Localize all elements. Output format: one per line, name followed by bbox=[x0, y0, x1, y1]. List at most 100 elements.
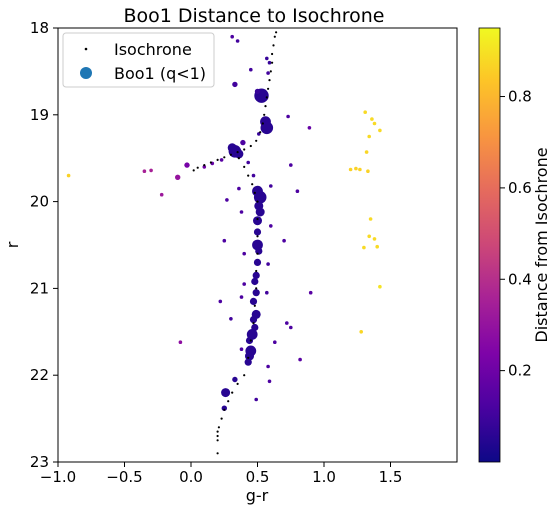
isochrone-point bbox=[249, 144, 252, 148]
isochrone-point bbox=[259, 131, 262, 134]
boo1-star-point bbox=[239, 295, 244, 299]
legend-boo1-label: Boo1 (q<1) bbox=[114, 64, 206, 83]
chart-title: Boo1 Distance to Isochrone bbox=[123, 5, 384, 27]
legend-box bbox=[62, 32, 215, 88]
isochrone-point bbox=[268, 79, 271, 82]
boo1-star-point bbox=[364, 150, 369, 154]
y-tick-label: 23 bbox=[30, 453, 49, 471]
isochrone-point bbox=[275, 31, 278, 34]
isochrone-point bbox=[217, 426, 220, 429]
isochrone-point bbox=[220, 417, 223, 420]
boo1-star-point bbox=[255, 207, 265, 217]
isochrone-point bbox=[253, 191, 256, 194]
boo1-star-point bbox=[378, 284, 382, 289]
boo1-star-point bbox=[372, 121, 377, 126]
x-tick-label: 0.5 bbox=[246, 468, 270, 486]
boo1-star-point bbox=[253, 228, 262, 236]
isochrone-point bbox=[216, 430, 219, 433]
y-tick-label: 19 bbox=[30, 106, 49, 124]
colorbar bbox=[478, 27, 501, 463]
boo1-star-point bbox=[232, 81, 238, 88]
isochrone-point bbox=[255, 139, 258, 142]
colorbar-ticks: 0.2 0.4 0.6 0.8 bbox=[500, 88, 532, 380]
boo1-star-point bbox=[202, 165, 207, 169]
boo1-star-point bbox=[298, 357, 302, 362]
isochrone-point bbox=[272, 44, 275, 47]
boo1-star-point bbox=[142, 169, 147, 173]
boo1-star-point bbox=[289, 163, 293, 167]
boo1-star-point bbox=[269, 184, 273, 188]
isochrone-point bbox=[196, 166, 199, 169]
x-tick-label: 0.0 bbox=[179, 468, 203, 486]
boo1-star-point bbox=[249, 316, 258, 324]
isochrone-point bbox=[253, 304, 256, 307]
y-axis-label: r bbox=[3, 241, 22, 248]
boo1-star-point bbox=[252, 185, 263, 197]
boo1-star-point bbox=[221, 405, 227, 411]
boo1-star-point bbox=[359, 330, 364, 334]
boo1-star-point bbox=[358, 167, 362, 172]
boo1-star-point bbox=[267, 60, 272, 65]
boo1-star-point bbox=[253, 216, 262, 226]
isochrone-point bbox=[236, 151, 239, 154]
boo1-star-point bbox=[184, 162, 190, 168]
isochrone-point bbox=[249, 339, 252, 342]
boo1-star-point bbox=[366, 169, 370, 173]
boo1-star-point bbox=[285, 321, 289, 325]
isochrone-point bbox=[256, 217, 259, 221]
boo1-star-point bbox=[295, 189, 300, 193]
boo1-star-point bbox=[308, 290, 313, 295]
boo1-star-point bbox=[367, 234, 372, 239]
boo1-star-point bbox=[252, 289, 260, 297]
isochrone-point bbox=[265, 96, 268, 99]
boo1-star-point bbox=[249, 297, 258, 305]
boo1-star-point bbox=[159, 192, 164, 197]
isochrone-point bbox=[264, 105, 267, 108]
boo1-star-point bbox=[66, 173, 71, 178]
boo1-star-point bbox=[363, 110, 368, 114]
isochrone-point bbox=[256, 200, 259, 203]
boo1-star-point bbox=[372, 237, 377, 241]
boo1-star-point bbox=[368, 217, 373, 221]
boo1-star-point bbox=[348, 167, 353, 172]
boo1-star-point bbox=[227, 143, 237, 153]
isochrone-point bbox=[256, 235, 259, 238]
isochrone-point bbox=[223, 408, 226, 411]
boo1-star-point bbox=[149, 168, 153, 173]
boo1-star-point bbox=[260, 121, 274, 135]
y-tick-label: 20 bbox=[30, 193, 49, 211]
plot-points bbox=[66, 31, 382, 455]
boo1-star-point bbox=[362, 245, 366, 250]
colorbar-label: Distance from Isochrone bbox=[532, 147, 551, 342]
isochrone-point bbox=[216, 439, 219, 442]
isochrone-point bbox=[216, 452, 219, 455]
boo1-star-point bbox=[255, 247, 263, 255]
boo1-star-point bbox=[378, 128, 382, 133]
isochrone-point bbox=[255, 287, 258, 290]
isochrone-point bbox=[243, 374, 246, 377]
legend: Isochrone Boo1 (q<1) bbox=[62, 32, 215, 88]
boo1-star-point bbox=[234, 149, 244, 159]
boo1-star-point bbox=[251, 173, 256, 178]
y-tick-label: 22 bbox=[30, 366, 49, 384]
boo1-star-point bbox=[240, 139, 246, 146]
isochrone-point bbox=[251, 183, 254, 186]
isochrone-point bbox=[216, 158, 219, 161]
boo1-star-point bbox=[175, 174, 181, 180]
isochrone-point bbox=[263, 113, 266, 116]
boo1-star-point bbox=[375, 244, 380, 249]
boo1-star-point bbox=[265, 290, 269, 295]
isochrone-point bbox=[267, 87, 270, 90]
y-axis-ticks: 18 19 20 21 22 23 bbox=[30, 19, 58, 471]
boo1-star-point bbox=[178, 340, 183, 345]
boo1-star-point bbox=[370, 117, 374, 121]
boo1-star-point bbox=[218, 299, 223, 304]
isochrone-point bbox=[192, 169, 195, 172]
boo1-star-point bbox=[282, 238, 286, 243]
boo1-star-point bbox=[289, 325, 293, 330]
boo1-star-point bbox=[266, 71, 270, 75]
legend-isochrone-marker bbox=[84, 47, 88, 51]
boo1-star-point bbox=[254, 88, 261, 95]
boo1-star-point bbox=[367, 134, 372, 139]
